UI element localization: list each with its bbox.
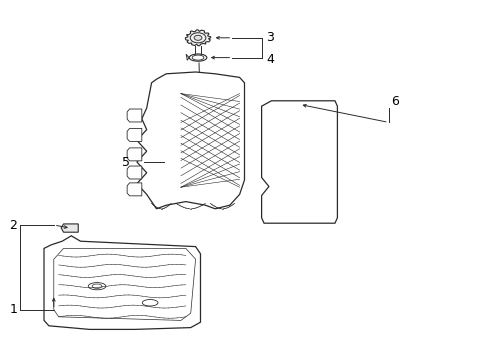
Text: 4: 4 xyxy=(266,53,274,66)
Polygon shape xyxy=(185,30,210,46)
Polygon shape xyxy=(137,72,244,209)
Ellipse shape xyxy=(194,35,202,40)
Text: 6: 6 xyxy=(390,95,398,108)
Polygon shape xyxy=(127,148,142,161)
Ellipse shape xyxy=(189,54,206,61)
Text: 2: 2 xyxy=(9,219,17,231)
Polygon shape xyxy=(127,109,142,122)
Polygon shape xyxy=(127,183,142,196)
Polygon shape xyxy=(61,224,78,232)
Text: 3: 3 xyxy=(266,31,274,44)
Polygon shape xyxy=(44,236,200,329)
Polygon shape xyxy=(261,101,337,223)
Polygon shape xyxy=(127,166,142,179)
Text: 5: 5 xyxy=(122,156,129,168)
Text: 1: 1 xyxy=(9,303,17,316)
Polygon shape xyxy=(127,129,142,141)
